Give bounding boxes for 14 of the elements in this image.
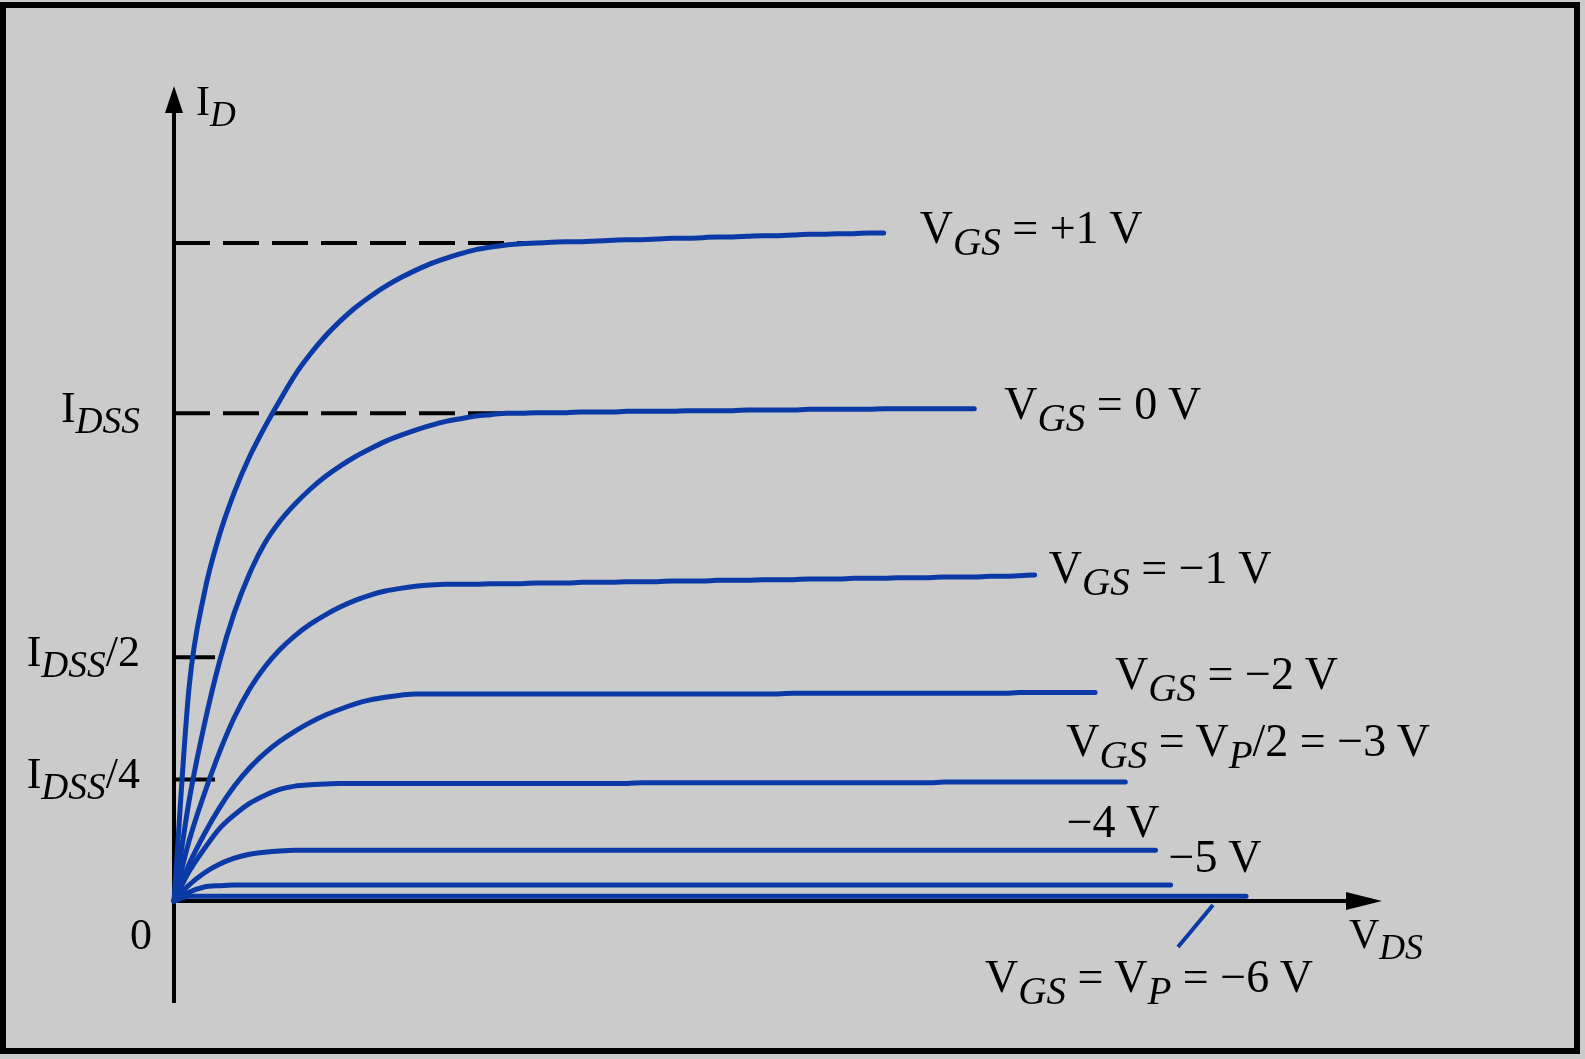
ref-line-label: I$_{DSS}$ (60, 383, 140, 442)
series-label: V$_{GS}$ = −2 V (1115, 647, 1338, 709)
legend-label: V$_{GS}$ = V$_{P}$ = −6 V (985, 951, 1314, 1013)
text: 0 (130, 910, 152, 959)
series-label: −4 V (1066, 796, 1160, 848)
series-label: V$_{GS}$ = +1 V (919, 202, 1143, 263)
series-label: V$_{GS}$ = −1 V (1048, 542, 1272, 603)
series-label: −5 V (1168, 830, 1262, 882)
y-axis-title: I$_{D}$ (196, 78, 236, 134)
ref-line-label: I$_{DSS}$/4 (26, 749, 140, 808)
x-axis-title: V$_{DS}$ (1349, 911, 1423, 967)
series-label: V$_{GS}$ = 0 V (1004, 377, 1202, 439)
series-label: V$_{GS}$ = V$_{P}$/2 = −3 V (1066, 715, 1431, 776)
ref-line-label: I$_{DSS}$/2 (26, 627, 140, 686)
